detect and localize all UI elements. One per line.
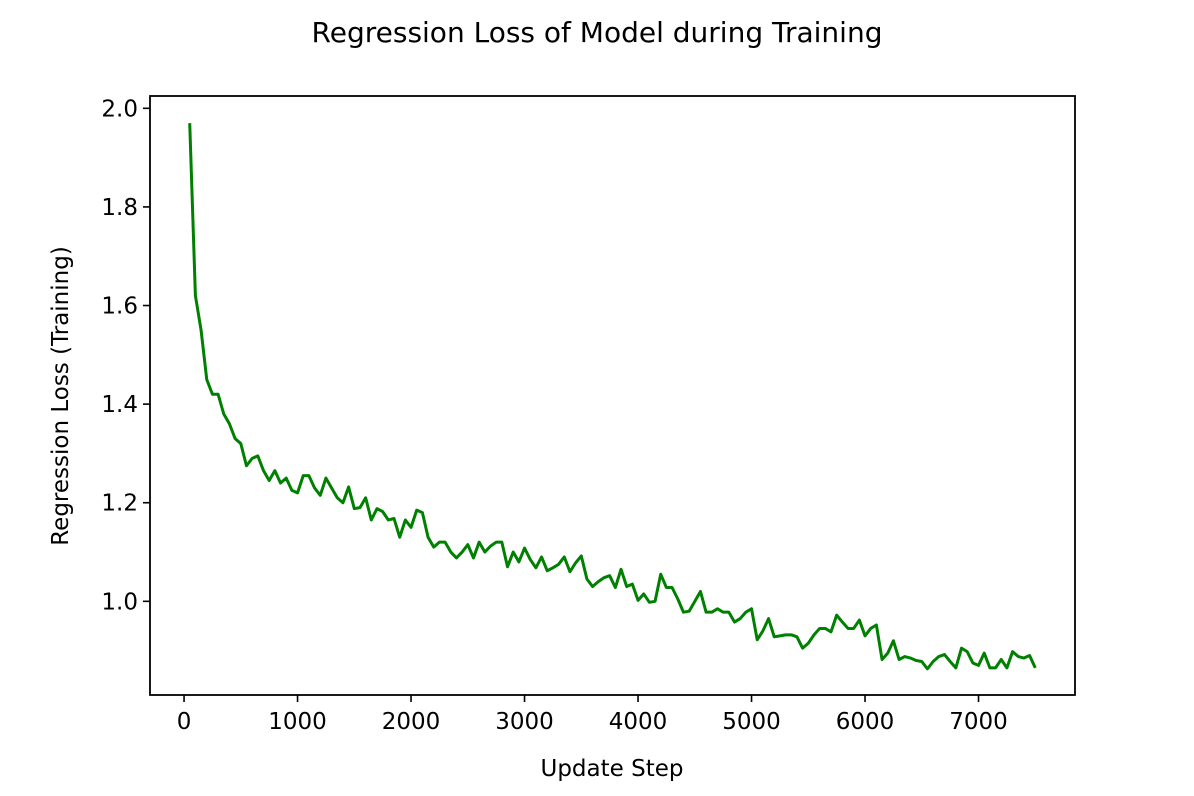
series-layer [188, 123, 1037, 671]
x-tick-label: 7000 [949, 709, 1008, 735]
x-axis-label: Update Step [541, 756, 684, 782]
x-tick-label: 6000 [836, 709, 895, 735]
y-tick-label: 1.8 [101, 195, 138, 221]
y-tick-label: 1.0 [101, 589, 138, 615]
x-tick-label: 2000 [382, 709, 441, 735]
x-tick-label: 0 [177, 709, 192, 735]
chart-title: Regression Loss of Model during Training [312, 16, 883, 49]
y-axis-label: Regression Loss (Training) [48, 246, 74, 546]
y-tick-label: 1.6 [101, 294, 138, 320]
axes-frame [149, 95, 1076, 696]
x-tick-label: 4000 [609, 709, 668, 735]
loss-series-line [188, 123, 1037, 671]
y-tick-label: 1.4 [101, 392, 138, 418]
x-axis-ticks: 0 1000 2000 3000 4000 5000 6000 7000 [177, 695, 1008, 735]
x-tick-label: 1000 [268, 709, 327, 735]
x-tick-label: 5000 [722, 709, 781, 735]
y-axis-ticks: 1.0 1.2 1.4 1.6 1.8 2.0 [101, 96, 150, 615]
y-tick-label: 2.0 [101, 96, 138, 122]
x-tick-label: 3000 [495, 709, 554, 735]
y-tick-label: 1.2 [101, 491, 138, 517]
plot-area: 0 1000 2000 3000 4000 5000 6000 7000 1.01.21.41… [101, 95, 1076, 735]
